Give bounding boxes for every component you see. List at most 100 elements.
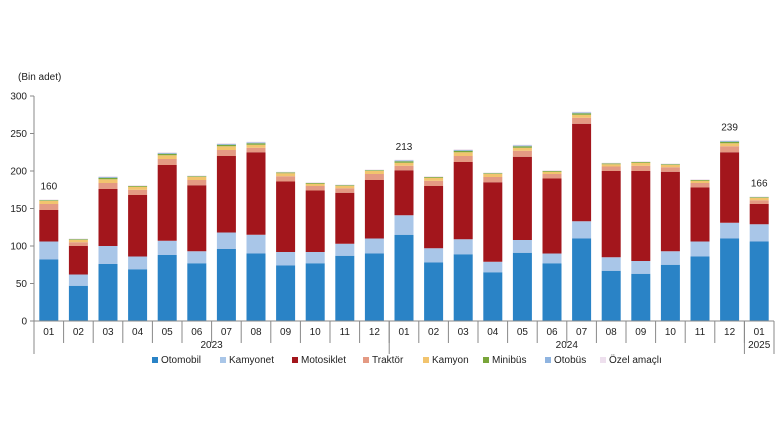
bar-segment-minib-s — [39, 200, 59, 201]
bar-segment-kamyonet — [216, 232, 236, 249]
bar-segment-kamyonet — [690, 241, 710, 257]
legend-swatch — [152, 357, 158, 363]
bar-segment-otomobil — [512, 252, 532, 321]
bar-segment-kamyon — [749, 198, 769, 201]
bar-segment-otob-s — [720, 141, 740, 142]
bar-segment-trakt-r — [128, 189, 148, 195]
legend-label: Otobüs — [554, 355, 586, 366]
y-tick-label: 300 — [10, 92, 27, 103]
bar-segment-otob-s — [246, 142, 266, 144]
bar-segment-trakt-r — [305, 186, 325, 191]
bar-segment-trakt-r — [68, 242, 88, 246]
bar-segment--zel-ama-l- — [364, 169, 384, 171]
bar-segment-minib-s — [749, 197, 769, 198]
bar-segment-kamyonet — [276, 252, 296, 266]
bar-segment-motosiklet — [749, 204, 769, 225]
bar-segment-kamyonet — [335, 243, 355, 256]
bar-segment-otomobil — [305, 263, 325, 321]
bar-segment--zel-ama-l- — [453, 149, 473, 150]
bar-segment-otomobil — [68, 285, 88, 321]
legend-swatch — [363, 357, 369, 363]
legend-label: Kamyon — [432, 355, 469, 366]
x-tick-label: 06 — [191, 327, 203, 338]
bar-segment-kamyon — [660, 165, 680, 168]
bar-segment-otob-s — [453, 150, 473, 151]
bar-segment--zel-ama-l- — [542, 170, 562, 171]
bar-segment-trakt-r — [98, 183, 118, 189]
x-tick-label: 01 — [398, 327, 410, 338]
legend-label: Traktör — [372, 355, 404, 366]
bar-segment-kamyonet — [157, 240, 177, 255]
bar-segment-motosiklet — [424, 186, 444, 249]
bar-segment-motosiklet — [394, 170, 414, 216]
bar-segment-kamyonet — [601, 257, 621, 271]
bar-segment-otomobil — [631, 273, 651, 321]
x-tick-label: 04 — [132, 327, 144, 338]
bar-segment-kamyon — [572, 114, 592, 118]
bar-segment-otomobil — [601, 270, 621, 321]
x-tick-label: 05 — [162, 327, 174, 338]
bar-segment-otob-s — [157, 153, 177, 154]
bar-segment--zel-ama-l- — [305, 182, 325, 183]
bar-segment-motosiklet — [128, 195, 148, 257]
bar-segment-trakt-r — [424, 180, 444, 186]
bar-segment-minib-s — [453, 150, 473, 153]
bar-segment-kamyon — [720, 143, 740, 147]
bar-segment-minib-s — [631, 162, 651, 163]
total-label: 166 — [751, 179, 768, 190]
bar-segment--zel-ama-l- — [335, 184, 355, 186]
bar-segment-kamyonet — [572, 221, 592, 239]
bar-segment-otomobil — [276, 265, 296, 321]
bar-segment-motosiklet — [364, 180, 384, 239]
x-tick-label: 03 — [102, 327, 114, 338]
bar-segment-kamyonet — [128, 256, 148, 270]
bar-segment-minib-s — [542, 171, 562, 172]
bars — [39, 111, 769, 321]
bar-segment-motosiklet — [246, 152, 266, 235]
bar-segment-kamyon — [483, 174, 503, 177]
x-year-label: 2023 — [200, 340, 223, 351]
bar-segment-motosiklet — [335, 192, 355, 244]
bar-segment-trakt-r — [660, 167, 680, 172]
bar-segment-kamyon — [246, 144, 266, 148]
bar-segment--zel-ama-l- — [424, 176, 444, 177]
bar-segment--zel-ama-l- — [601, 162, 621, 164]
bar-segment--zel-ama-l- — [690, 179, 710, 180]
legend-swatch — [292, 357, 298, 363]
x-tick-label: 01 — [43, 327, 55, 338]
legend-label: Motosiklet — [301, 355, 346, 366]
bar-segment--zel-ama-l- — [631, 161, 651, 162]
bar-segment-minib-s — [720, 141, 740, 144]
bar-segment-motosiklet — [187, 185, 207, 252]
legend-swatch — [423, 357, 429, 363]
bar-segment-otomobil — [720, 238, 740, 321]
bar-segment--zel-ama-l- — [749, 196, 769, 198]
bar-segment-minib-s — [572, 113, 592, 115]
y-axis: 0 50 100 150 200 250 300 — [10, 92, 35, 328]
x-tick-label: 09 — [635, 327, 647, 338]
bar-segment--zel-ama-l- — [128, 185, 148, 186]
bar-segment--zel-ama-l- — [512, 144, 532, 146]
bar-segment-motosiklet — [453, 162, 473, 240]
bar-segment--zel-ama-l- — [276, 171, 296, 173]
bar-segment-minib-s — [98, 177, 118, 180]
bar-segment-kamyonet — [246, 234, 266, 254]
bar-segment-kamyonet — [720, 222, 740, 239]
bar-segment-otob-s — [394, 160, 414, 162]
x-tick-label: 10 — [665, 327, 677, 338]
bar-segment-kamyon — [68, 240, 88, 243]
x-tick-label: 02 — [428, 327, 440, 338]
bar-segment--zel-ama-l- — [187, 175, 207, 177]
bar-segment-kamyon — [394, 162, 414, 166]
y-tick-label: 100 — [10, 242, 27, 253]
bar-segment--zel-ama-l- — [68, 238, 88, 240]
bar-segment-kamyonet — [542, 253, 562, 264]
bar-segment--zel-ama-l- — [157, 152, 177, 153]
x-year-label: 2025 — [748, 340, 771, 351]
bar-segment-kamyonet — [39, 241, 59, 260]
y-axis-label: (Bin adet) — [18, 72, 61, 83]
bar-segment-trakt-r — [512, 150, 532, 157]
bar-segment--zel-ama-l- — [660, 163, 680, 165]
x-tick-label: 02 — [73, 327, 85, 338]
